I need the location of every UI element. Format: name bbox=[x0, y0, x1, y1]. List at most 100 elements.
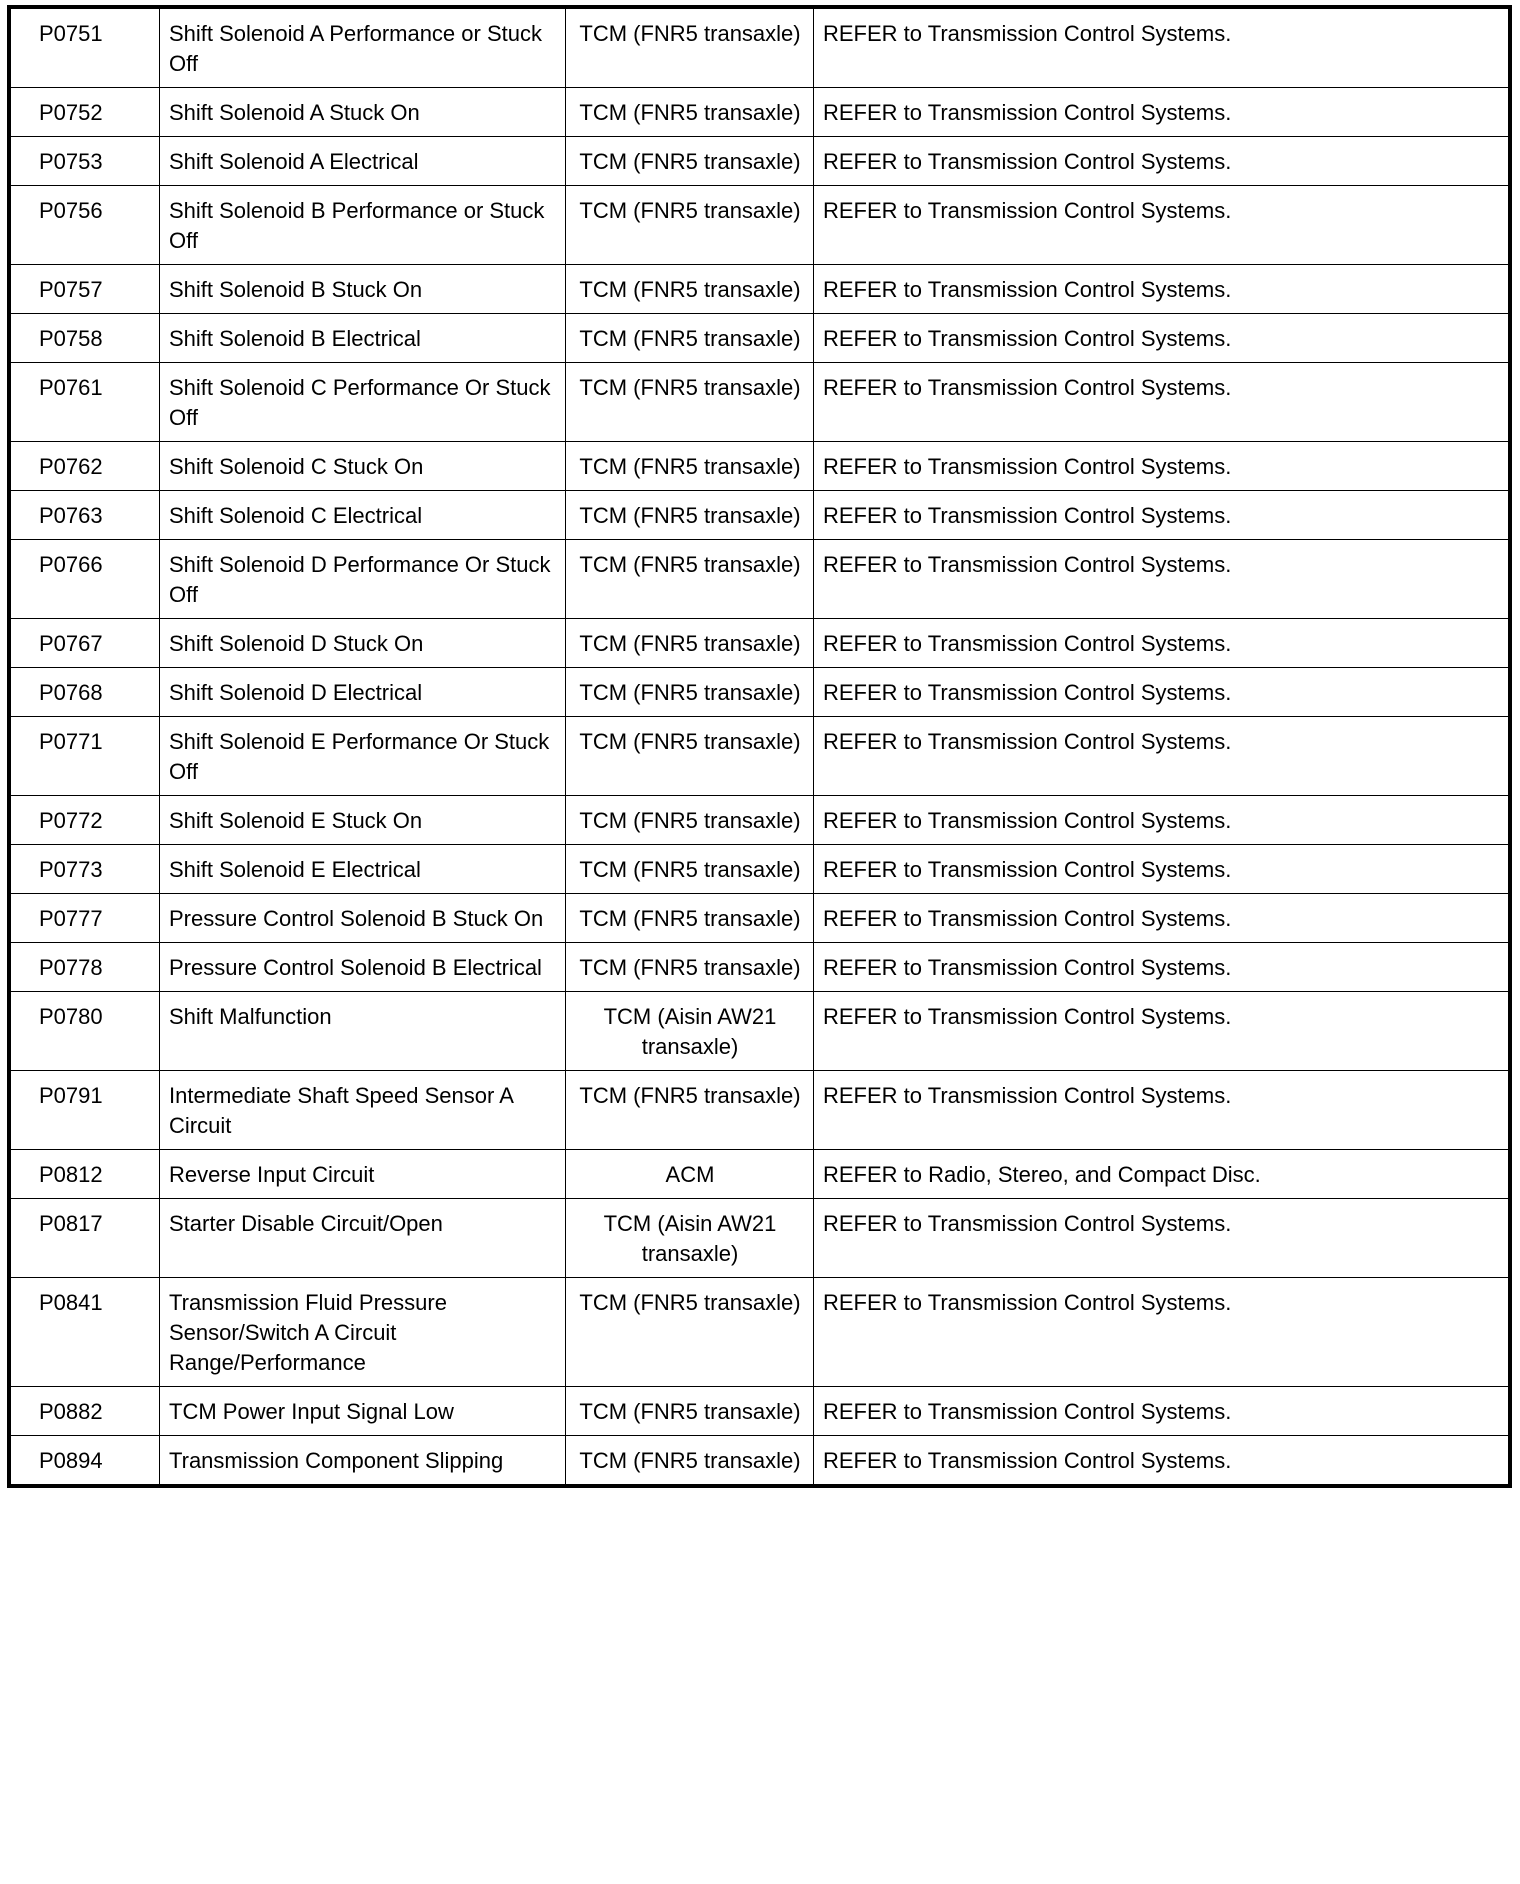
table-row: P0882 TCM Power Input Signal Low TCM (FNR5… bbox=[8, 1386, 1511, 1436]
dtc-code: P0752 bbox=[8, 87, 160, 137]
module-name: TCM (FNR5 transaxle) bbox=[565, 87, 814, 137]
table-row: P0778 Pressure Control Solenoid B Electri… bbox=[8, 942, 1511, 992]
dtc-code: P0766 bbox=[8, 539, 160, 619]
action-text: REFER to Transmission Control Systems. bbox=[813, 716, 1511, 796]
dtc-code: P0761 bbox=[8, 362, 160, 442]
action-text: REFER to Transmission Control Systems. bbox=[813, 264, 1511, 314]
table-row: P0751 Shift Solenoid A Performance or Stu… bbox=[8, 6, 1511, 88]
module-name: TCM (FNR5 transaxle) bbox=[565, 1435, 814, 1487]
dtc-code: P0780 bbox=[8, 991, 160, 1071]
module-name: TCM (FNR5 transaxle) bbox=[565, 942, 814, 992]
module-name: TCM (FNR5 transaxle) bbox=[565, 264, 814, 314]
dtc-description: Shift Solenoid B Performance or Stuck Of… bbox=[159, 185, 566, 265]
dtc-code: P0773 bbox=[8, 844, 160, 894]
dtc-code: P0757 bbox=[8, 264, 160, 314]
module-name: TCM (FNR5 transaxle) bbox=[565, 667, 814, 717]
action-text: REFER to Transmission Control Systems. bbox=[813, 490, 1511, 540]
table-row: P0817 Starter Disable Circuit/Open TCM (Ai… bbox=[8, 1198, 1511, 1278]
module-name: ACM bbox=[565, 1149, 814, 1199]
table-row: P0777 Pressure Control Solenoid B Stuck O… bbox=[8, 893, 1511, 943]
dtc-description: Intermediate Shaft Speed Sensor A Circui… bbox=[159, 1070, 566, 1150]
action-text: REFER to Transmission Control Systems. bbox=[813, 185, 1511, 265]
dtc-code: P0777 bbox=[8, 893, 160, 943]
dtc-description: Shift Solenoid B Electrical bbox=[159, 313, 566, 363]
dtc-description: Pressure Control Solenoid B Electrical bbox=[159, 942, 566, 992]
action-text: REFER to Transmission Control Systems. bbox=[813, 667, 1511, 717]
table-row: P0812 Reverse Input Circuit ACM REFER to Ra… bbox=[8, 1149, 1511, 1199]
dtc-description: Shift Solenoid B Stuck On bbox=[159, 264, 566, 314]
dtc-code: P0778 bbox=[8, 942, 160, 992]
dtc-description: Shift Malfunction bbox=[159, 991, 566, 1071]
module-name: TCM (FNR5 transaxle) bbox=[565, 795, 814, 845]
action-text: REFER to Transmission Control Systems. bbox=[813, 441, 1511, 491]
action-text: REFER to Transmission Control Systems. bbox=[813, 313, 1511, 363]
module-name: TCM (FNR5 transaxle) bbox=[565, 362, 814, 442]
dtc-description: Starter Disable Circuit/Open bbox=[159, 1198, 566, 1278]
dtc-code: P0772 bbox=[8, 795, 160, 845]
dtc-description: Shift Solenoid D Performance Or Stuck Of… bbox=[159, 539, 566, 619]
table-row: P0758 Shift Solenoid B Electrical TCM (FNR… bbox=[8, 313, 1511, 363]
dtc-description: Shift Solenoid A Performance or Stuck Of… bbox=[159, 6, 566, 88]
module-name: TCM (FNR5 transaxle) bbox=[565, 1070, 814, 1150]
table-row: P0762 Shift Solenoid C Stuck On TCM (FNR5 … bbox=[8, 441, 1511, 491]
dtc-description: Reverse Input Circuit bbox=[159, 1149, 566, 1199]
table-row: P0772 Shift Solenoid E Stuck On TCM (FNR5 … bbox=[8, 795, 1511, 845]
module-name: TCM (FNR5 transaxle) bbox=[565, 6, 814, 88]
action-text: REFER to Transmission Control Systems. bbox=[813, 6, 1511, 88]
table-row: P0773 Shift Solenoid E Electrical TCM (FNR… bbox=[8, 844, 1511, 894]
module-name: TCM (FNR5 transaxle) bbox=[565, 844, 814, 894]
dtc-code: P0817 bbox=[8, 1198, 160, 1278]
dtc-description: Shift Solenoid E Stuck On bbox=[159, 795, 566, 845]
table-row: P0753 Shift Solenoid A Electrical TCM (FNR… bbox=[8, 136, 1511, 186]
table-row: P0780 Shift Malfunction TCM (Aisin AW21 tr… bbox=[8, 991, 1511, 1071]
dtc-code: P0753 bbox=[8, 136, 160, 186]
table-row: P0766 Shift Solenoid D Performance Or Stu… bbox=[8, 539, 1511, 619]
module-name: TCM (FNR5 transaxle) bbox=[565, 716, 814, 796]
table-row: P0767 Shift Solenoid D Stuck On TCM (FNR5 … bbox=[8, 618, 1511, 668]
table-row: P0791 Intermediate Shaft Speed Sensor A C… bbox=[8, 1070, 1511, 1150]
action-text: REFER to Transmission Control Systems. bbox=[813, 1435, 1511, 1487]
module-name: TCM (FNR5 transaxle) bbox=[565, 893, 814, 943]
dtc-code: P0762 bbox=[8, 441, 160, 491]
dtc-code: P0791 bbox=[8, 1070, 160, 1150]
dtc-description: TCM Power Input Signal Low bbox=[159, 1386, 566, 1436]
dtc-code: P0882 bbox=[8, 1386, 160, 1436]
table-row: P0757 Shift Solenoid B Stuck On TCM (FNR5 … bbox=[8, 264, 1511, 314]
action-text: REFER to Transmission Control Systems. bbox=[813, 795, 1511, 845]
dtc-description: Shift Solenoid C Performance Or Stuck Of… bbox=[159, 362, 566, 442]
dtc-code: P0758 bbox=[8, 313, 160, 363]
dtc-code: P0812 bbox=[8, 1149, 160, 1199]
action-text: REFER to Transmission Control Systems. bbox=[813, 87, 1511, 137]
action-text: REFER to Transmission Control Systems. bbox=[813, 618, 1511, 668]
action-text: REFER to Transmission Control Systems. bbox=[813, 362, 1511, 442]
dtc-code: P0756 bbox=[8, 185, 160, 265]
module-name: TCM (FNR5 transaxle) bbox=[565, 1277, 814, 1387]
action-text: REFER to Transmission Control Systems. bbox=[813, 1198, 1511, 1278]
action-text: REFER to Transmission Control Systems. bbox=[813, 539, 1511, 619]
module-name: TCM (Aisin AW21 transaxle) bbox=[565, 991, 814, 1071]
action-text: REFER to Transmission Control Systems. bbox=[813, 991, 1511, 1071]
dtc-code: P0768 bbox=[8, 667, 160, 717]
dtc-code: P0771 bbox=[8, 716, 160, 796]
table-row: P0768 Shift Solenoid D Electrical TCM (FNR… bbox=[8, 667, 1511, 717]
module-name: TCM (FNR5 transaxle) bbox=[565, 539, 814, 619]
dtc-code: P0751 bbox=[8, 6, 160, 88]
table-row: P0756 Shift Solenoid B Performance or Stu… bbox=[8, 185, 1511, 265]
module-name: TCM (FNR5 transaxle) bbox=[565, 1386, 814, 1436]
action-text: REFER to Transmission Control Systems. bbox=[813, 1070, 1511, 1150]
dtc-description: Shift Solenoid A Stuck On bbox=[159, 87, 566, 137]
action-text: REFER to Transmission Control Systems. bbox=[813, 1386, 1511, 1436]
dtc-code: P0841 bbox=[8, 1277, 160, 1387]
action-text: REFER to Transmission Control Systems. bbox=[813, 893, 1511, 943]
action-text: REFER to Radio, Stereo, and Compact Disc… bbox=[813, 1149, 1511, 1199]
module-name: TCM (FNR5 transaxle) bbox=[565, 136, 814, 186]
module-name: TCM (FNR5 transaxle) bbox=[565, 618, 814, 668]
dtc-description: Shift Solenoid E Electrical bbox=[159, 844, 566, 894]
table-row: P0752 Shift Solenoid A Stuck On TCM (FNR5 … bbox=[8, 87, 1511, 137]
dtc-code: P0894 bbox=[8, 1435, 160, 1487]
dtc-description: Shift Solenoid D Electrical bbox=[159, 667, 566, 717]
dtc-description: Shift Solenoid C Stuck On bbox=[159, 441, 566, 491]
module-name: TCM (FNR5 transaxle) bbox=[565, 441, 814, 491]
dtc-description: Shift Solenoid D Stuck On bbox=[159, 618, 566, 668]
dtc-description: Shift Solenoid A Electrical bbox=[159, 136, 566, 186]
